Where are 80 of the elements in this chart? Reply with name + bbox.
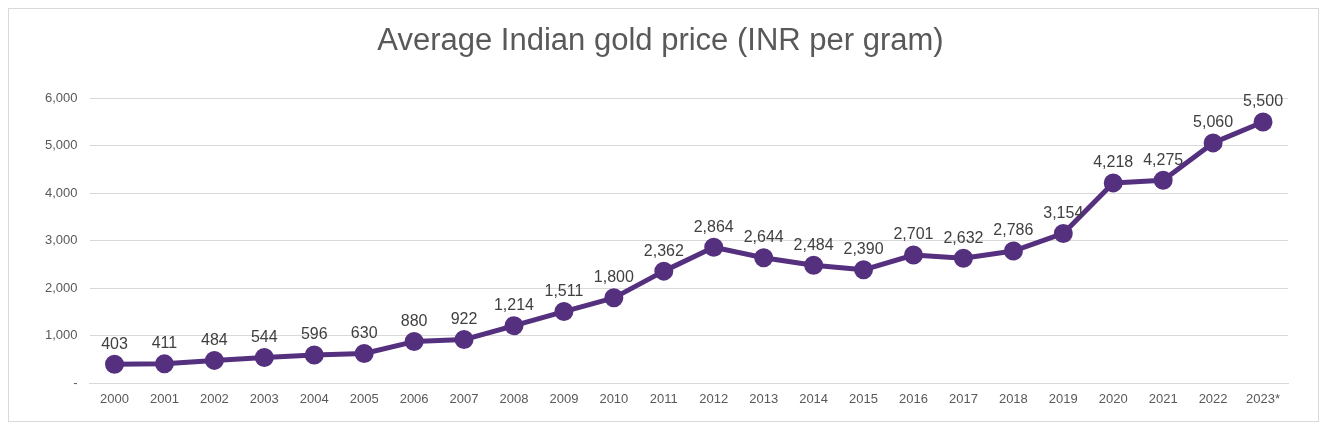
- data-label: 880: [400, 311, 428, 329]
- point: [1053, 223, 1073, 243]
- data-label: 2,632: [943, 228, 984, 246]
- point: [654, 261, 674, 281]
- x-tick-label: 2021: [1148, 390, 1178, 406]
- point: [105, 354, 124, 374]
- x-tick-label: 2003: [249, 390, 279, 406]
- x-tick-label: 2023*: [1246, 390, 1281, 406]
- data-label: 1,214: [493, 296, 535, 314]
- data-label: 3,154: [1043, 203, 1084, 221]
- point: [1203, 133, 1223, 153]
- x-tick-label: 2011: [649, 390, 678, 406]
- data-label: 5,500: [1243, 92, 1284, 110]
- x-tick-label: 2006: [399, 390, 429, 406]
- point: [704, 237, 724, 257]
- x-tick-label: 2013: [749, 390, 779, 406]
- data-label: 2,390: [843, 240, 884, 258]
- point: [854, 260, 874, 280]
- data-label: 4,275: [1143, 150, 1184, 168]
- y-tick-label: 3,000: [44, 232, 78, 248]
- y-tick-label: 2,000: [44, 279, 78, 295]
- x-tick-label: 2002: [199, 390, 229, 406]
- point: [804, 255, 824, 275]
- point: [1103, 173, 1123, 193]
- data-label: 403: [101, 334, 128, 352]
- x-tick-label: 2004: [299, 390, 329, 406]
- x-tick-label: 2001: [149, 390, 179, 406]
- point: [1153, 170, 1173, 190]
- x-tick-label: 2000: [100, 390, 129, 406]
- data-label: 4,218: [1093, 153, 1134, 171]
- data-label: 2,864: [693, 217, 734, 235]
- point: [204, 350, 224, 370]
- point: [254, 348, 274, 368]
- data-label: 922: [450, 309, 478, 327]
- x-tick-label: 2009: [549, 390, 579, 406]
- x-tick-label: 2014: [799, 390, 829, 406]
- x-tick-label: 2020: [1098, 390, 1128, 406]
- data-label: 484: [201, 330, 228, 348]
- x-tick-label: 2022: [1198, 390, 1228, 406]
- point: [354, 343, 374, 363]
- point: [903, 245, 923, 265]
- data-label: 1,800: [593, 268, 634, 286]
- data-label: 630: [350, 323, 378, 341]
- x-tick-label: 2015: [849, 390, 878, 406]
- point: [604, 288, 624, 308]
- x-tick-label: 2019: [1048, 390, 1078, 406]
- data-label: 2,362: [643, 241, 684, 259]
- data-label: 2,644: [743, 228, 784, 246]
- chart-title: Average Indian gold price (INR per gram): [377, 22, 944, 58]
- data-label: 596: [300, 325, 328, 343]
- point: [404, 332, 424, 352]
- point: [504, 316, 524, 336]
- x-tick-label: 2018: [998, 390, 1028, 406]
- x-tick-label: 2016: [899, 390, 928, 406]
- data-label: 2,484: [793, 235, 834, 253]
- point: [1253, 112, 1273, 132]
- point: [953, 248, 973, 268]
- data-label: 2,701: [893, 225, 934, 243]
- data-label: 411: [151, 334, 178, 352]
- x-tick-label: 2005: [349, 390, 379, 406]
- point: [1003, 241, 1023, 261]
- data-label: 2,786: [993, 221, 1034, 239]
- y-tick-label: 6,000: [44, 89, 78, 105]
- data-label: 544: [250, 327, 278, 345]
- point: [554, 302, 574, 322]
- point: [154, 354, 174, 374]
- point: [754, 248, 774, 268]
- x-tick-label: 2007: [449, 390, 479, 406]
- y-tick-label: 5,000: [44, 137, 78, 153]
- point: [304, 345, 324, 365]
- y-tick-label: 1,000: [44, 327, 78, 343]
- x-tick-label: 2012: [699, 390, 729, 406]
- point: [454, 330, 474, 350]
- data-label: 1,511: [544, 281, 584, 299]
- data-label: 5,060: [1193, 113, 1234, 131]
- x-tick-label: 2008: [499, 390, 529, 406]
- x-tick-label: 2017: [948, 390, 978, 406]
- x-tick-label: 2010: [599, 390, 629, 406]
- y-tick-label: 4,000: [44, 184, 78, 200]
- y-tick-label: -: [73, 374, 78, 390]
